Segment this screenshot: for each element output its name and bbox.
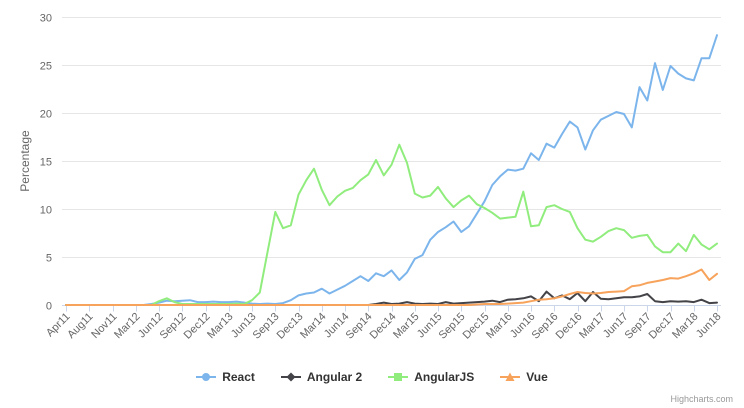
legend-label-react: React bbox=[222, 370, 255, 384]
angularjs-line-square-icon bbox=[388, 373, 409, 381]
vue-line-triangle-icon bbox=[500, 372, 521, 381]
svg-text:Mar16: Mar16 bbox=[484, 311, 515, 342]
angular2-line-diamond-icon bbox=[280, 372, 301, 382]
series-line-vue bbox=[65, 268, 718, 306]
x-axis-labels: Apr11Aug11Nov11Mar12Jun12Sep12Dec12Mar13… bbox=[44, 311, 724, 342]
svg-text:Sep12: Sep12 bbox=[158, 311, 189, 342]
svg-text:Mar14: Mar14 bbox=[298, 311, 329, 342]
svg-text:Sep13: Sep13 bbox=[251, 311, 282, 342]
series-line-react bbox=[65, 34, 718, 306]
legend-label-angularjs: AngularJS bbox=[414, 370, 475, 384]
svg-text:Jun18: Jun18 bbox=[694, 311, 724, 341]
svg-text:Mar12: Mar12 bbox=[112, 311, 143, 342]
react-line-circle-icon bbox=[196, 373, 217, 381]
svg-text:Mar18: Mar18 bbox=[670, 311, 701, 342]
svg-text:25: 25 bbox=[40, 61, 52, 73]
svg-text:30: 30 bbox=[40, 13, 52, 25]
highcharts-credit-link[interactable]: Highcharts.com bbox=[670, 394, 733, 404]
y-axis-labels: 0 5 10 15 20 25 30 bbox=[40, 13, 52, 313]
svg-text:Mar17: Mar17 bbox=[577, 311, 608, 342]
legend-item-vue[interactable]: Vue bbox=[500, 370, 548, 384]
svg-text:5: 5 bbox=[46, 253, 52, 265]
legend-item-angularjs[interactable]: AngularJS bbox=[388, 370, 474, 384]
svg-text:Aug11: Aug11 bbox=[65, 311, 95, 341]
svg-text:Mar13: Mar13 bbox=[205, 311, 236, 342]
svg-text:Sep16: Sep16 bbox=[530, 311, 561, 342]
y-axis-title: Percentage bbox=[18, 130, 32, 192]
legend-label-angular2: Angular 2 bbox=[306, 370, 363, 384]
svg-text:Sep17: Sep17 bbox=[623, 311, 654, 342]
svg-text:Sep15: Sep15 bbox=[437, 311, 468, 342]
series-line-angularjs bbox=[65, 143, 718, 306]
svg-text:0: 0 bbox=[46, 301, 52, 313]
legend-item-react[interactable]: React bbox=[196, 370, 255, 384]
series-line-angular-2 bbox=[65, 290, 718, 306]
legend-item-angular2[interactable]: Angular 2 bbox=[280, 370, 363, 384]
svg-text:10: 10 bbox=[40, 205, 52, 217]
legend: React Angular 2 AngularJS Vue bbox=[0, 367, 744, 387]
svg-text:20: 20 bbox=[40, 109, 52, 121]
svg-text:Mar15: Mar15 bbox=[391, 311, 422, 342]
legend-label-vue: Vue bbox=[526, 370, 548, 384]
svg-text:Sep14: Sep14 bbox=[344, 311, 375, 342]
x-axis-ticks bbox=[66, 305, 718, 312]
svg-text:15: 15 bbox=[40, 157, 52, 169]
gridlines bbox=[62, 17, 721, 258]
series-lines bbox=[65, 34, 718, 306]
